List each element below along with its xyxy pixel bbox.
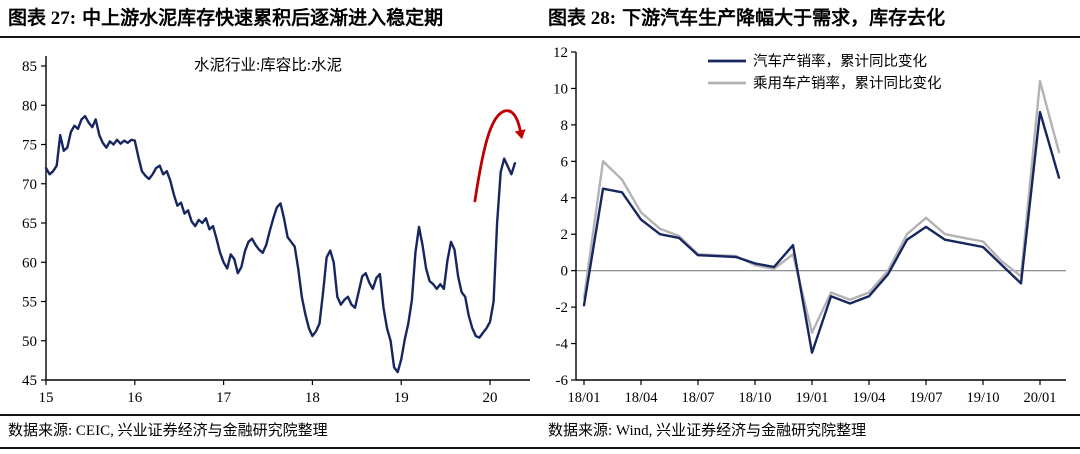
auto-production-sales-chart-cell: -6 -4 -2 0 2 4 6 8 10 12 18/01 18/04 18/07 18/10 19/01…	[540, 38, 1080, 414]
y-tick-label: 50	[22, 334, 37, 350]
y-tick-label: 60	[22, 255, 37, 271]
figure-28-label: 图表 28:	[548, 8, 617, 29]
figure-titles-row: 图表 27: 中上游水泥库存快速累积后逐渐进入稳定期 图表 28: 下游汽车生产降幅…	[0, 0, 1080, 38]
y-tick-label: 6	[561, 154, 569, 170]
trend-arrow-head	[514, 129, 526, 140]
auto-production-sales-line-chart: -6 -4 -2 0 2 4 6 8 10 12 18/01 18/04 18/07 18/10 19/01…	[553, 45, 1066, 406]
y-tick-label: 75	[22, 138, 37, 154]
figure-28-title: 图表 28: 下游汽车生产降幅大于需求，库存去化	[540, 0, 1080, 36]
x-tick-label: 17	[216, 390, 232, 406]
cement-ratio-series	[44, 114, 517, 374]
x-tick-label: 19/04	[852, 390, 886, 406]
figure-27-source: 数据来源: CEIC, 兴业证券经济与金融研究院整理	[8, 423, 328, 439]
series-line	[582, 80, 1061, 334]
trend-arrow-annotation	[473, 109, 522, 203]
x-tick-label: 18/04	[624, 390, 658, 406]
legend-label: 乘用车产销率，累计同比变化	[753, 75, 942, 92]
x-tick-label: 18/01	[567, 390, 600, 406]
sources-row: 数据来源: CEIC, 兴业证券经济与金融研究院整理 数据来源: Wind, 兴…	[0, 414, 1080, 449]
x-tick-label: 19/07	[909, 390, 942, 406]
x-tick-label: 18/10	[738, 390, 771, 406]
x-tick-label: 15	[39, 390, 54, 406]
y-tick-label: -2	[556, 300, 569, 316]
chart-inner-title: 水泥行业:库容比:水泥	[194, 56, 342, 74]
figure-28-source: 数据来源: Wind, 兴业证券经济与金融研究院整理	[548, 423, 867, 439]
figure-27-title-text: 中上游水泥库存快速累积后逐渐进入稳定期	[82, 8, 444, 29]
y-tick-label: 0	[561, 264, 569, 280]
y-tick-label: 70	[22, 177, 37, 193]
x-tick-label: 20	[483, 390, 498, 406]
x-tick-label: 18/07	[681, 390, 714, 406]
y-tick-label: 10	[553, 81, 568, 97]
y-tick-label: 12	[553, 45, 568, 61]
x-tick-label: 20/01	[1023, 390, 1056, 406]
x-tick-label: 19/01	[795, 390, 828, 406]
y-tick-label: 80	[22, 98, 37, 114]
y-tick-label: 2	[561, 227, 569, 243]
y-tick-label: 85	[22, 59, 37, 75]
x-tick-label: 19/10	[966, 390, 999, 406]
figure-27-title: 图表 27: 中上游水泥库存快速累积后逐渐进入稳定期	[0, 0, 540, 36]
x-tick-label: 19	[394, 390, 409, 406]
y-tick-label: 8	[561, 118, 569, 134]
y-tick-label: -4	[556, 337, 569, 353]
charts-row: 45 50 55 60 65 70 75 80 85 15 16 17 18 19 20 水泥行业:库容比:水…	[0, 38, 1080, 414]
y-tick-label: 65	[22, 216, 37, 232]
figure-28-title-text: 下游汽车生产降幅大于需求，库存去化	[622, 8, 946, 29]
y-tick-label: 4	[561, 191, 569, 207]
x-tick-label: 18	[305, 390, 320, 406]
cement-inventory-line-chart: 45 50 55 60 65 70 75 80 85 15 16 17 18 19 20 水泥行业:库容比:水…	[22, 56, 530, 406]
y-tick-label: -6	[556, 373, 569, 389]
series-line	[582, 110, 1061, 354]
y-tick-label: 45	[22, 373, 37, 389]
cement-inventory-chart-cell: 45 50 55 60 65 70 75 80 85 15 16 17 18 19 20 水泥行业:库容比:水…	[0, 38, 540, 414]
legend-label: 汽车产销率，累计同比变化	[753, 53, 927, 70]
figure-27-label: 图表 27:	[8, 8, 77, 29]
x-tick-label: 16	[127, 390, 143, 406]
y-tick-label: 55	[22, 295, 37, 311]
